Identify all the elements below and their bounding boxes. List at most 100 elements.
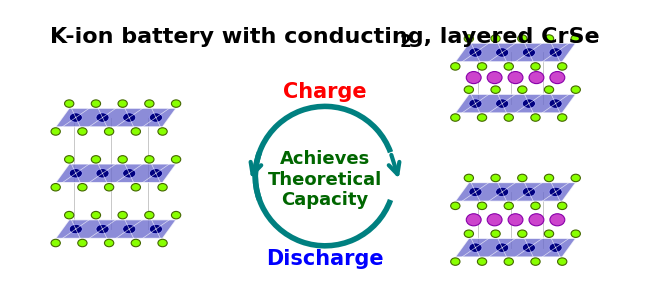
- Ellipse shape: [504, 114, 514, 121]
- Ellipse shape: [529, 214, 544, 226]
- Polygon shape: [455, 43, 576, 62]
- Ellipse shape: [51, 239, 60, 247]
- Ellipse shape: [450, 258, 460, 265]
- Ellipse shape: [504, 258, 514, 265]
- Ellipse shape: [464, 230, 473, 237]
- Ellipse shape: [78, 239, 87, 247]
- Ellipse shape: [78, 128, 87, 135]
- Ellipse shape: [544, 86, 554, 93]
- Text: Charge: Charge: [283, 82, 367, 102]
- Ellipse shape: [105, 184, 114, 191]
- Ellipse shape: [496, 99, 509, 108]
- Ellipse shape: [531, 258, 540, 265]
- Ellipse shape: [158, 239, 167, 247]
- Ellipse shape: [469, 187, 482, 197]
- Ellipse shape: [558, 202, 567, 210]
- Ellipse shape: [464, 86, 473, 93]
- Ellipse shape: [78, 184, 87, 191]
- Ellipse shape: [70, 113, 83, 122]
- Ellipse shape: [466, 72, 481, 84]
- Ellipse shape: [450, 63, 460, 70]
- Ellipse shape: [172, 211, 181, 219]
- Text: K-ion battery with conducting, layered CrSe: K-ion battery with conducting, layered C…: [50, 27, 600, 47]
- Ellipse shape: [558, 63, 567, 70]
- Ellipse shape: [517, 174, 527, 182]
- Ellipse shape: [158, 128, 167, 135]
- Ellipse shape: [571, 230, 580, 237]
- Ellipse shape: [549, 243, 562, 252]
- Text: Theoretical: Theoretical: [268, 171, 382, 189]
- Ellipse shape: [51, 128, 60, 135]
- Ellipse shape: [523, 187, 536, 197]
- Ellipse shape: [504, 202, 514, 210]
- Ellipse shape: [550, 214, 565, 226]
- Ellipse shape: [450, 202, 460, 210]
- Ellipse shape: [517, 86, 527, 93]
- Ellipse shape: [491, 86, 500, 93]
- Ellipse shape: [477, 114, 487, 121]
- Ellipse shape: [469, 99, 482, 108]
- Ellipse shape: [123, 169, 136, 178]
- Ellipse shape: [118, 156, 127, 163]
- Ellipse shape: [544, 35, 554, 42]
- Ellipse shape: [131, 239, 140, 247]
- Ellipse shape: [558, 114, 567, 121]
- Text: Achieves: Achieves: [280, 150, 370, 168]
- Ellipse shape: [118, 100, 127, 107]
- Ellipse shape: [517, 35, 527, 42]
- Ellipse shape: [91, 211, 101, 219]
- Ellipse shape: [504, 63, 514, 70]
- Ellipse shape: [544, 230, 554, 237]
- Ellipse shape: [531, 114, 540, 121]
- Ellipse shape: [51, 184, 60, 191]
- Polygon shape: [455, 94, 576, 113]
- Ellipse shape: [491, 35, 500, 42]
- Ellipse shape: [531, 202, 540, 210]
- Polygon shape: [56, 164, 176, 183]
- Ellipse shape: [496, 187, 509, 197]
- Ellipse shape: [464, 174, 473, 182]
- Ellipse shape: [571, 174, 580, 182]
- Ellipse shape: [549, 187, 562, 197]
- Ellipse shape: [477, 202, 487, 210]
- Ellipse shape: [464, 35, 473, 42]
- Ellipse shape: [466, 214, 481, 226]
- Ellipse shape: [123, 113, 136, 122]
- Text: Capacity: Capacity: [281, 191, 369, 209]
- Ellipse shape: [96, 113, 109, 122]
- Ellipse shape: [488, 72, 502, 84]
- Ellipse shape: [145, 100, 154, 107]
- Ellipse shape: [123, 224, 136, 234]
- Ellipse shape: [517, 230, 527, 237]
- Ellipse shape: [96, 224, 109, 234]
- Ellipse shape: [571, 86, 580, 93]
- Ellipse shape: [488, 214, 502, 226]
- Ellipse shape: [491, 174, 500, 182]
- Ellipse shape: [150, 169, 162, 178]
- Ellipse shape: [508, 214, 523, 226]
- Ellipse shape: [477, 63, 487, 70]
- Ellipse shape: [105, 128, 114, 135]
- Ellipse shape: [549, 99, 562, 108]
- Text: Discharge: Discharge: [266, 249, 384, 269]
- Ellipse shape: [531, 63, 540, 70]
- Ellipse shape: [91, 100, 101, 107]
- Ellipse shape: [64, 211, 74, 219]
- Ellipse shape: [558, 258, 567, 265]
- Ellipse shape: [158, 184, 167, 191]
- Ellipse shape: [105, 239, 114, 247]
- Ellipse shape: [64, 156, 74, 163]
- Text: 2: 2: [400, 33, 411, 51]
- Ellipse shape: [131, 184, 140, 191]
- Ellipse shape: [131, 128, 140, 135]
- Ellipse shape: [150, 224, 162, 234]
- Polygon shape: [56, 108, 176, 127]
- Ellipse shape: [70, 224, 83, 234]
- Ellipse shape: [91, 156, 101, 163]
- Ellipse shape: [529, 72, 544, 84]
- Ellipse shape: [508, 72, 523, 84]
- Ellipse shape: [469, 243, 482, 252]
- Ellipse shape: [145, 156, 154, 163]
- Ellipse shape: [469, 48, 482, 57]
- Ellipse shape: [491, 230, 500, 237]
